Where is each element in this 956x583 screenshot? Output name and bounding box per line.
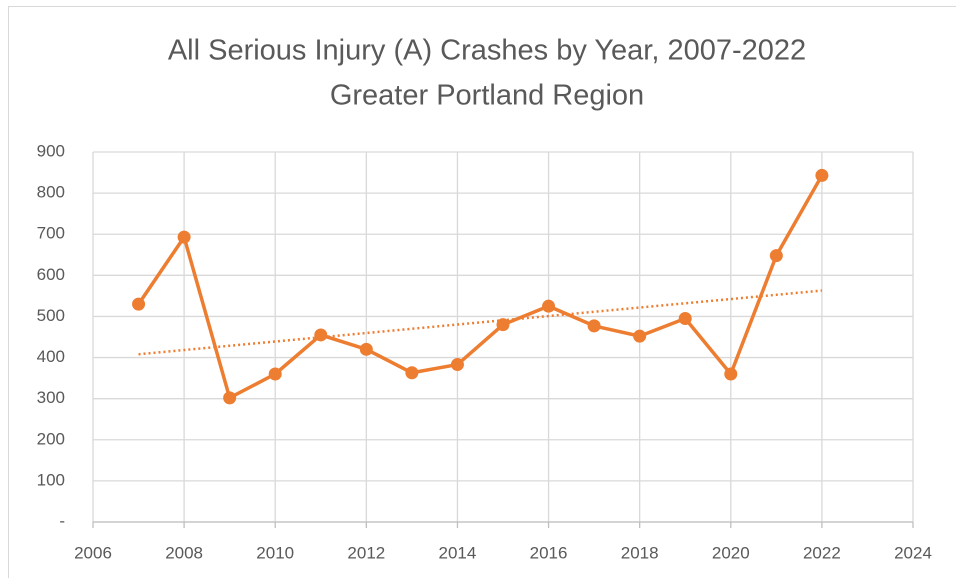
x-tick-label: 2006 — [74, 543, 112, 562]
marker — [497, 318, 510, 331]
marker — [542, 300, 555, 313]
x-tick-label: 2020 — [712, 543, 750, 562]
x-tick-label: 2014 — [439, 543, 477, 562]
x-tick-label: 2016 — [530, 543, 568, 562]
marker — [360, 343, 373, 356]
marker — [269, 368, 282, 381]
marker — [451, 358, 464, 371]
chart-title: All Serious Injury (A) Crashes by Year, … — [168, 35, 806, 67]
y-tick-label: 300 — [37, 388, 65, 407]
y-tick-label: 600 — [37, 265, 65, 284]
marker — [679, 312, 692, 325]
y-tick-label: 900 — [37, 141, 65, 160]
y-tick-label: 400 — [37, 347, 65, 366]
y-tick-label: 800 — [37, 183, 65, 202]
marker — [132, 298, 145, 311]
x-tick-label: 2012 — [347, 543, 385, 562]
x-tick-label: 2010 — [256, 543, 294, 562]
marker — [815, 169, 828, 182]
marker — [633, 330, 646, 343]
x-tick-label: 2018 — [621, 543, 659, 562]
y-tick-label: 200 — [37, 429, 65, 448]
marker — [770, 249, 783, 262]
x-tick-label: 2008 — [165, 543, 203, 562]
marker — [178, 231, 191, 244]
marker — [724, 368, 737, 381]
x-tick-label: 2022 — [803, 543, 841, 562]
marker — [223, 391, 236, 404]
marker — [314, 328, 327, 341]
y-tick-label: - — [59, 511, 65, 530]
y-tick-label: 500 — [37, 306, 65, 325]
y-tick-label: 100 — [37, 470, 65, 489]
chart-subtitle: Greater Portland Region — [330, 80, 644, 112]
y-tick-label: 700 — [37, 224, 65, 243]
marker — [405, 366, 418, 379]
marker — [588, 319, 601, 332]
x-tick-label: 2024 — [894, 543, 932, 562]
